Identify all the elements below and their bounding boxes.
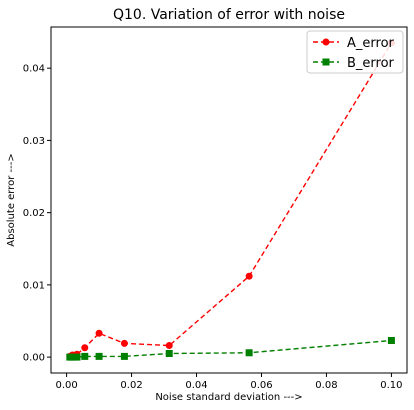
legend-label-b-error: B_error: [347, 56, 395, 71]
legend-label-a-error: A_error: [347, 36, 395, 51]
legend-marker-b-error: [322, 58, 330, 66]
y-tick-label: 0.02: [23, 208, 45, 219]
y-tick-label: 0.00: [23, 353, 45, 364]
data-point-a-error: [81, 344, 89, 352]
x-axis-label: Noise standard deviation --->: [155, 392, 302, 403]
data-point-b-error: [387, 336, 395, 344]
series-line-a-error: [69, 42, 393, 358]
data-point-b-error: [120, 352, 128, 360]
data-point-b-error: [245, 349, 253, 357]
x-tick-label: 0.00: [55, 380, 77, 391]
legend: A_error B_error: [306, 30, 404, 74]
data-point-a-error: [165, 342, 173, 350]
data-point-b-error: [165, 349, 173, 357]
data-point-a-error: [95, 329, 103, 337]
chart-title: Q10. Variation of error with noise: [113, 7, 345, 23]
legend-marker-a-error: [322, 38, 330, 46]
data-point-b-error: [73, 353, 81, 361]
plot-frame: [50, 26, 408, 374]
data-point-a-error: [245, 272, 253, 280]
series-line-b-error: [69, 339, 392, 358]
x-tick-label: 0.02: [120, 380, 142, 391]
data-point-b-error: [81, 352, 89, 360]
y-tick-label: 0.01: [23, 280, 45, 291]
data-point-a-error: [120, 339, 128, 347]
x-tick-label: 0.06: [250, 380, 272, 391]
y-tick-label: 0.03: [23, 136, 45, 147]
x-tick-label: 0.08: [315, 380, 337, 391]
x-tick-label: 0.10: [380, 380, 402, 391]
y-tick-label: 0.04: [23, 64, 45, 75]
y-axis-label: Absolute error --->: [6, 153, 17, 246]
data-point-b-error: [95, 352, 103, 360]
data-point-b-error: [68, 353, 76, 361]
x-tick-label: 0.04: [185, 380, 207, 391]
